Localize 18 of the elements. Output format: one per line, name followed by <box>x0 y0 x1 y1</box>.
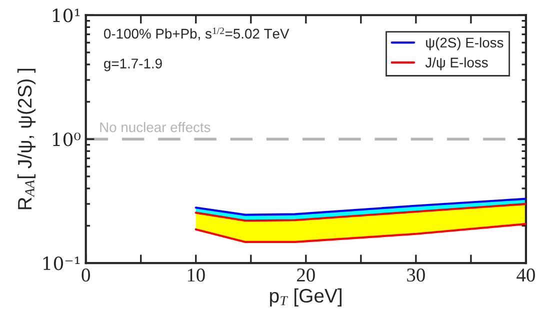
annotation: 0-100% Pb+Pb, s$^{1/2}$=5.02 TeV <box>104 28 290 40</box>
annotation: g=1.7-1.9 <box>104 58 162 72</box>
x-axis-title: p$_{T}$ [GeV] <box>270 288 342 306</box>
legend-label: J/ψ E-loss <box>425 57 488 70</box>
x-tick-label: 20 <box>297 268 315 282</box>
x-tick-label: 10 <box>188 268 205 282</box>
legend-label: ψ(2S) E-loss <box>426 37 504 50</box>
y-axis-title: R$_{AA}$[ J/ψ, ψ(2S) ] <box>17 68 36 210</box>
line-series <box>194 202 526 222</box>
y-tick-label: 10⁻¹ <box>43 256 80 270</box>
x-tick-label: 0 <box>82 268 90 282</box>
ref-line-label: No nuclear effects <box>100 122 210 132</box>
y-tick-label: 10¹ <box>52 8 80 22</box>
line-series <box>194 222 526 244</box>
line-series <box>194 198 526 216</box>
x-tick-label: 30 <box>407 268 425 282</box>
y-tick-label: 10⁰ <box>52 132 81 146</box>
x-tick-label: 40 <box>516 268 535 282</box>
